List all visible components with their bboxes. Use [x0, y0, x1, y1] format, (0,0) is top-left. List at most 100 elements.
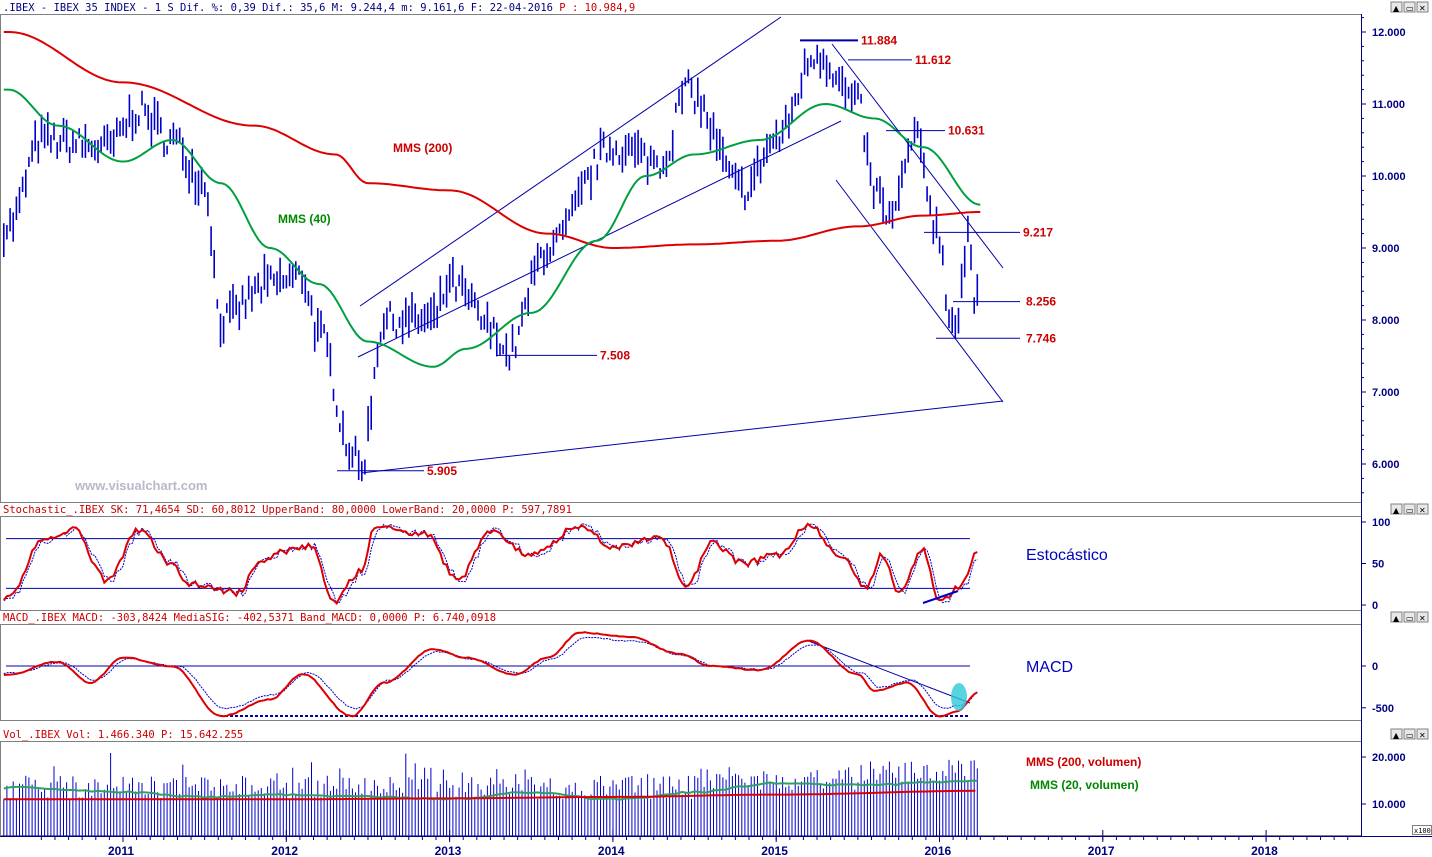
y-tick-label: 20.000: [1372, 752, 1406, 764]
macd-trendline: [805, 639, 971, 704]
level-label: 5.905: [427, 464, 457, 478]
x-tick-label: 2012: [271, 844, 298, 857]
x-tick-label: 2013: [435, 844, 462, 857]
watermark: www.visualchart.com: [74, 478, 207, 493]
trendline: [835, 179, 1004, 403]
maximize-button[interactable]: ▭: [1403, 503, 1416, 515]
y-tick-label: 10.000: [1372, 171, 1406, 183]
button-box: [1403, 728, 1416, 740]
button-box: [1390, 1, 1403, 13]
x-tick-label: 2014: [598, 844, 625, 857]
vol-mms20-annotation: MMS (20, volumen): [1030, 778, 1139, 792]
close-button[interactable]: ✕: [1416, 503, 1429, 515]
minimize-button[interactable]: ▲: [1390, 1, 1403, 13]
stochastic-annotation: Estocástico: [1026, 547, 1108, 564]
price-header: .IBEX - IBEX 35 INDEX - 1 S Dif. %: 0,39…: [3, 2, 635, 14]
level-label: 9.217: [1023, 225, 1053, 239]
maximize-button[interactable]: ▭: [1403, 1, 1416, 13]
axes: 6.000 7.000 8.000 9.000 10.000 11.000 12.000 10…: [40, 17, 1406, 857]
minimize-button[interactable]: ▲: [1390, 728, 1403, 740]
macd-annotation: MACD: [1026, 659, 1073, 676]
price-bars: [2, 44, 979, 482]
mms200-annotation: MMS (200): [393, 141, 452, 155]
y-tick-label: 0: [1372, 600, 1378, 612]
y-tick-label: 11.000: [1372, 99, 1405, 111]
y-tick-label: 9.000: [1372, 243, 1400, 255]
macd-panel: [3, 631, 978, 718]
y-tick-label: 6.000: [1372, 459, 1400, 471]
level-label: 11.612: [915, 53, 951, 67]
button-glyph: ▲: [1393, 731, 1400, 740]
button-box: [1403, 1, 1416, 13]
maximize-button[interactable]: ▭: [1403, 611, 1416, 623]
x100-badge: x100: [1412, 825, 1432, 835]
volume-header: Vol_.IBEX Vol: 1.466.340 P: 15.642.255: [3, 729, 243, 741]
axis-lines: [0, 14, 1432, 837]
trendline: [831, 43, 1004, 269]
minimize-button[interactable]: ▲: [1390, 503, 1403, 515]
button-glyph: ▭: [1406, 506, 1414, 515]
level-label: 7.508: [600, 348, 630, 362]
button-box: [1416, 728, 1429, 740]
macd-header: MACD_.IBEX MACD: -303,8424 MediaSIG: -40…: [3, 612, 496, 624]
button-glyph: ▭: [1406, 731, 1414, 740]
button-glyph: ▲: [1393, 614, 1400, 623]
trendline: [359, 16, 782, 307]
button-glyph: ✕: [1419, 731, 1426, 740]
volume-mms20-line: [3, 779, 978, 801]
y-tick-label: -500: [1372, 703, 1394, 715]
close-button[interactable]: ✕: [1416, 728, 1429, 740]
macd-highlight-circle: [951, 683, 967, 711]
button-box: [1390, 503, 1403, 515]
x-tick-label: 2015: [761, 844, 788, 857]
button-box: [1416, 503, 1429, 515]
y-tick-label: 50: [1372, 559, 1384, 571]
macd-signal-line: [3, 636, 978, 710]
button-box: [1390, 611, 1403, 623]
y-tick-label: 10.000: [1372, 799, 1406, 811]
stochastic-sd-line: [3, 523, 978, 605]
button-glyph: ✕: [1419, 614, 1426, 623]
button-glyph: ✕: [1419, 4, 1426, 13]
close-button[interactable]: ✕: [1416, 611, 1429, 623]
button-glyph: ▲: [1393, 4, 1400, 13]
button-box: [1403, 503, 1416, 515]
stochastic-panel: [3, 522, 978, 606]
vol-mms200-annotation: MMS (200, volumen): [1026, 755, 1141, 769]
maximize-button[interactable]: ▭: [1403, 728, 1416, 740]
button-glyph: ✕: [1419, 506, 1426, 515]
y-tick-label: 8.000: [1372, 315, 1400, 327]
button-box: [1403, 611, 1416, 623]
stochastic-divergence-line: [922, 590, 959, 604]
stochastic-header: Stochastic_.IBEX SK: 71,4654 SD: 60,8012…: [3, 504, 572, 516]
y-tick-label: 7.000: [1372, 387, 1400, 399]
volume-bars: [3, 753, 978, 836]
button-box: [1390, 728, 1403, 740]
mms200-line: [3, 31, 981, 249]
button-glyph: ▲: [1393, 506, 1400, 515]
panel-buttons[interactable]: ▲ ▭ ✕ ▲ ▭ ✕ ▲ ▭ ✕ ▲ ▭ ✕: [1390, 1, 1429, 740]
volume-panel: [3, 753, 978, 836]
volume-mms200-line: [3, 789, 976, 801]
button-glyph: ▭: [1406, 614, 1414, 623]
stochastic-sk-line: [3, 522, 978, 606]
x-tick-label: 2018: [1251, 844, 1278, 857]
level-label: 8.256: [1026, 295, 1056, 309]
price-header-p: P : 10.984,9: [559, 2, 635, 14]
price-panel: 11.884 11.612 10.631 9.217 8.256 7.746 7.508 5.…: [2, 16, 1056, 482]
y-tick-label: 12.000: [1372, 27, 1406, 39]
button-glyph: ▭: [1406, 4, 1414, 13]
trendline: [360, 400, 1004, 474]
level-label: 10.631: [948, 124, 985, 138]
macd-line: [3, 631, 978, 718]
x-tick-label: 2016: [925, 844, 952, 857]
minimize-button[interactable]: ▲: [1390, 611, 1403, 623]
level-label: 7.746: [1026, 331, 1056, 345]
level-label: 11.884: [861, 33, 897, 47]
mms40-line: [3, 88, 981, 368]
close-button[interactable]: ✕: [1416, 1, 1429, 13]
x-tick-label: 2011: [108, 844, 134, 857]
button-box: [1416, 611, 1429, 623]
y-tick-label: 0: [1372, 661, 1378, 673]
